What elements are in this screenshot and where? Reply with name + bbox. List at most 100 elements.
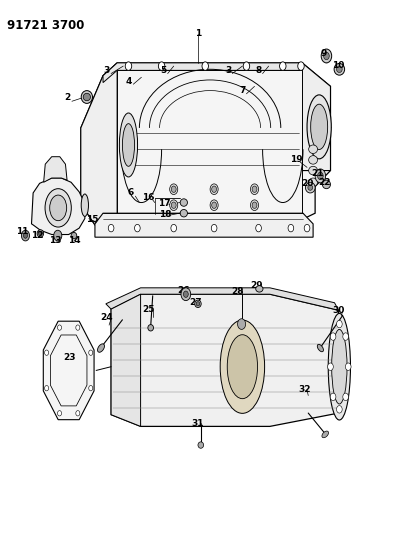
Ellipse shape	[307, 95, 331, 159]
Polygon shape	[117, 70, 302, 217]
Text: 2: 2	[65, 93, 71, 101]
Circle shape	[171, 186, 176, 192]
Ellipse shape	[227, 335, 257, 399]
Circle shape	[337, 320, 342, 328]
Circle shape	[321, 49, 332, 63]
Circle shape	[324, 52, 329, 60]
Ellipse shape	[196, 302, 200, 306]
Text: 3: 3	[225, 66, 231, 75]
Ellipse shape	[180, 209, 187, 217]
Ellipse shape	[334, 63, 345, 75]
Text: 28: 28	[231, 287, 244, 296]
Text: 12: 12	[32, 231, 44, 240]
Ellipse shape	[332, 329, 347, 404]
Polygon shape	[44, 157, 67, 182]
Text: 17: 17	[158, 199, 171, 208]
Text: 16: 16	[143, 193, 155, 201]
Text: 1: 1	[195, 29, 201, 37]
Ellipse shape	[97, 344, 105, 352]
Text: 8: 8	[255, 66, 262, 75]
Circle shape	[210, 184, 218, 195]
Circle shape	[330, 333, 336, 340]
Text: 29: 29	[250, 281, 263, 289]
Text: 7: 7	[239, 86, 246, 95]
Circle shape	[298, 62, 304, 70]
Text: 91721 3700: 91721 3700	[7, 19, 85, 31]
Ellipse shape	[195, 300, 201, 308]
Ellipse shape	[322, 431, 328, 438]
Text: 4: 4	[125, 77, 132, 85]
Text: 27: 27	[189, 298, 202, 306]
Text: 10: 10	[332, 61, 345, 69]
Text: 22: 22	[318, 178, 330, 187]
Ellipse shape	[45, 189, 71, 227]
Circle shape	[135, 224, 140, 232]
Circle shape	[57, 410, 61, 416]
Circle shape	[304, 224, 310, 232]
Circle shape	[238, 319, 246, 329]
Ellipse shape	[71, 232, 77, 239]
Circle shape	[108, 224, 114, 232]
Circle shape	[252, 186, 257, 192]
Ellipse shape	[309, 145, 318, 154]
Polygon shape	[95, 213, 313, 237]
Text: 19: 19	[290, 156, 303, 164]
Polygon shape	[32, 178, 85, 235]
Ellipse shape	[122, 124, 135, 166]
Circle shape	[343, 393, 349, 401]
Ellipse shape	[180, 199, 187, 206]
Circle shape	[181, 288, 191, 301]
Ellipse shape	[220, 320, 265, 414]
Circle shape	[171, 224, 177, 232]
Text: 26: 26	[177, 286, 189, 295]
Circle shape	[89, 350, 93, 356]
Circle shape	[171, 202, 176, 208]
Ellipse shape	[337, 66, 342, 72]
Text: 21: 21	[311, 169, 323, 177]
Text: 18: 18	[159, 210, 171, 219]
Ellipse shape	[37, 230, 44, 237]
Ellipse shape	[308, 185, 313, 190]
Ellipse shape	[311, 104, 328, 149]
Circle shape	[345, 363, 351, 370]
Text: 20: 20	[301, 180, 313, 188]
Ellipse shape	[81, 194, 88, 216]
Polygon shape	[111, 294, 339, 426]
Circle shape	[212, 202, 217, 208]
Polygon shape	[81, 63, 117, 225]
Text: 9: 9	[320, 49, 326, 58]
Ellipse shape	[322, 180, 330, 189]
Circle shape	[343, 333, 349, 340]
Circle shape	[57, 325, 61, 330]
Text: 3: 3	[103, 66, 109, 75]
Text: 25: 25	[143, 305, 155, 313]
Ellipse shape	[309, 178, 318, 187]
Ellipse shape	[309, 156, 318, 164]
Circle shape	[202, 62, 208, 70]
Circle shape	[330, 393, 336, 401]
Text: 32: 32	[299, 385, 311, 393]
Circle shape	[288, 224, 294, 232]
Text: 11: 11	[16, 228, 28, 236]
Circle shape	[328, 363, 333, 370]
Text: 5: 5	[160, 66, 167, 75]
Text: 14: 14	[67, 237, 80, 245]
Ellipse shape	[39, 231, 42, 236]
Circle shape	[250, 184, 259, 195]
Circle shape	[252, 202, 257, 208]
Circle shape	[318, 172, 323, 180]
Circle shape	[44, 385, 48, 391]
Circle shape	[211, 224, 217, 232]
Circle shape	[89, 385, 93, 391]
Circle shape	[158, 62, 165, 70]
Polygon shape	[103, 63, 302, 83]
Text: 15: 15	[86, 215, 98, 224]
Polygon shape	[111, 294, 141, 426]
Ellipse shape	[309, 166, 318, 175]
Circle shape	[210, 200, 218, 211]
Ellipse shape	[148, 325, 154, 331]
Circle shape	[76, 325, 80, 330]
Ellipse shape	[120, 113, 137, 177]
Text: 30: 30	[332, 306, 345, 314]
Circle shape	[76, 410, 80, 416]
